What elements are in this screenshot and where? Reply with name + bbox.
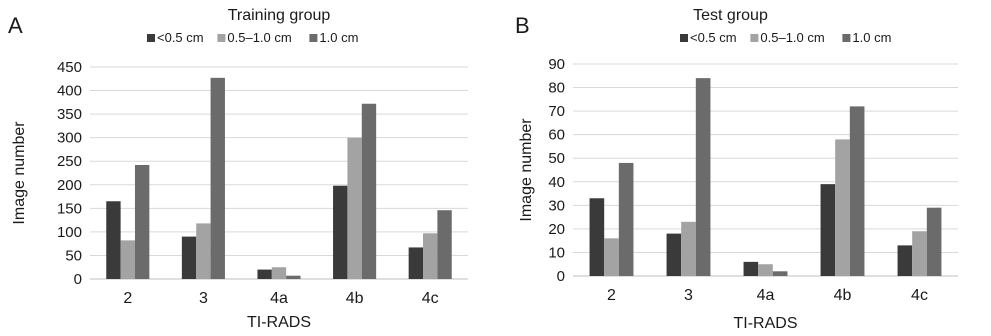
chart-1-bar-4c-series-1 [408,247,424,279]
chart-1-y-axis-title: Image number [11,121,28,225]
chart-2-y-tick-label-6: 50 [548,150,565,167]
chart-2-legend-swatch-1 [680,34,688,42]
chart-2-bar-3-series-3 [695,78,711,276]
chart-1-bar-4a-series-3 [286,275,301,279]
chart-1-y-tick-label-10: 450 [57,59,82,76]
chart-1-y-tick-label-3: 100 [57,224,82,241]
chart-1-x-tick-label-4b: 4b [346,290,364,307]
chart-1-legend-swatch-3 [309,34,318,42]
chart-2-legend-label-1: <0.5 cm [690,30,737,45]
chart-1-bar-4b-series-1 [333,185,348,279]
chart-1-panel-label: A [8,13,23,38]
chart-1-y-tick-label-6: 250 [57,153,82,170]
chart-2-x-tick-label-4b: 4b [834,287,852,304]
chart-2-bar-4c-series-1 [897,245,913,276]
chart-2-y-tick-label-7: 60 [548,127,565,144]
chart-1-y-tick-label-9: 400 [57,83,82,100]
chart-2-y-tick-label-10: 90 [548,56,565,73]
chart-1-x-axis-title: TI-RADS [247,314,311,331]
chart-1-x-tick-label-3: 3 [199,290,208,307]
chart-1-title: Training group [228,7,331,24]
chart-2-bar-2-series-1 [589,198,605,276]
chart-2-x-tick-label-2: 2 [607,287,616,304]
chart-2-x-tick-label-4c: 4c [911,287,928,304]
chart-2-y-tick-label-8: 70 [548,103,565,120]
chart-2-x-tick-label-3: 3 [684,287,693,304]
chart-1-y-tick-label-1: 0 [74,271,82,288]
chart-2-bar-3-series-2 [681,221,696,276]
chart-2-y-tick-label-2: 10 [548,244,565,261]
chart-2-legend-label-3: 1.0 cm [852,30,891,45]
chart-2-bar-4c-series-3 [926,207,942,276]
chart-2-y-tick-label-5: 40 [548,174,565,191]
chart-2-bar-4b-series-3 [849,106,865,277]
chart-1-legend-swatch-1 [147,34,155,42]
chart-1-x-tick-label-4a: 4a [270,290,288,307]
chart-1-bar-4c-series-3 [437,210,452,279]
chart-2-bar-2-series-2 [604,238,619,276]
chart-1-y-tick-label-5: 200 [57,177,82,194]
chart-2-title: Test group [693,7,768,24]
chart-2-bar-4c-series-2 [912,231,927,276]
chart-1-x-tick-label-2: 2 [123,290,132,307]
chart-1-legend-label-1: <0.5 cm [157,30,204,45]
chart-1-bar-4a-series-1 [257,269,272,279]
chart-1-bar-4c-series-2 [423,233,438,279]
chart-1-bar-3-series-3 [210,77,225,279]
chart-2-y-tick-label-3: 20 [548,221,565,238]
chart-1-y-tick-label-2: 50 [65,247,82,264]
chart-1-bar-2-series-1 [106,201,121,279]
chart-2-legend-swatch-2 [750,34,759,42]
chart-2-bar-4b-series-2 [835,139,850,276]
chart-1-x-tick-label-4c: 4c [422,290,439,307]
chart-2-bar-4a-series-2 [758,264,773,276]
chart-1-y-tick-label-7: 300 [57,130,82,147]
chart-1-bar-3-series-1 [181,236,197,279]
chart-1-legend-swatch-2 [217,34,226,42]
chart-2-bar-4a-series-1 [743,261,759,276]
chart-1-legend-label-2: 0.5–1.0 cm [227,30,291,45]
chart-2-y-tick-label-9: 80 [548,80,565,97]
chart-2-bar-2-series-3 [618,162,634,276]
chart-1-legend-label-3: 1.0 cm [319,30,358,45]
chart-2-y-tick-label-4: 30 [548,197,565,214]
chart-2-y-axis-title: Image number [518,118,535,222]
chart-1-y-tick-label-8: 350 [57,106,82,123]
chart-2-panel-label: B [515,13,530,38]
chart-2-x-tick-label-4a: 4a [757,287,775,304]
chart-2-bar-3-series-1 [666,233,682,276]
chart-1-y-tick-label-4: 150 [57,200,82,217]
chart-2-bar-4a-series-3 [772,271,788,276]
chart-2-bar-4b-series-1 [820,184,836,276]
chart-2-legend-swatch-3 [842,34,851,42]
chart-2-x-axis-title: TI-RADS [734,315,798,331]
chart-1-bar-2-series-3 [134,164,150,279]
chart-2-y-tick-label-1: 0 [557,268,565,285]
chart-1-bar-4b-series-3 [361,103,377,279]
chart-1-bar-4b-series-2 [347,137,362,279]
chart-1-bar-4a-series-2 [271,267,287,279]
chart-2-legend-label-2: 0.5–1.0 cm [760,30,824,45]
chart-1-bar-2-series-2 [120,240,135,279]
chart-1-bar-3-series-2 [196,223,211,279]
